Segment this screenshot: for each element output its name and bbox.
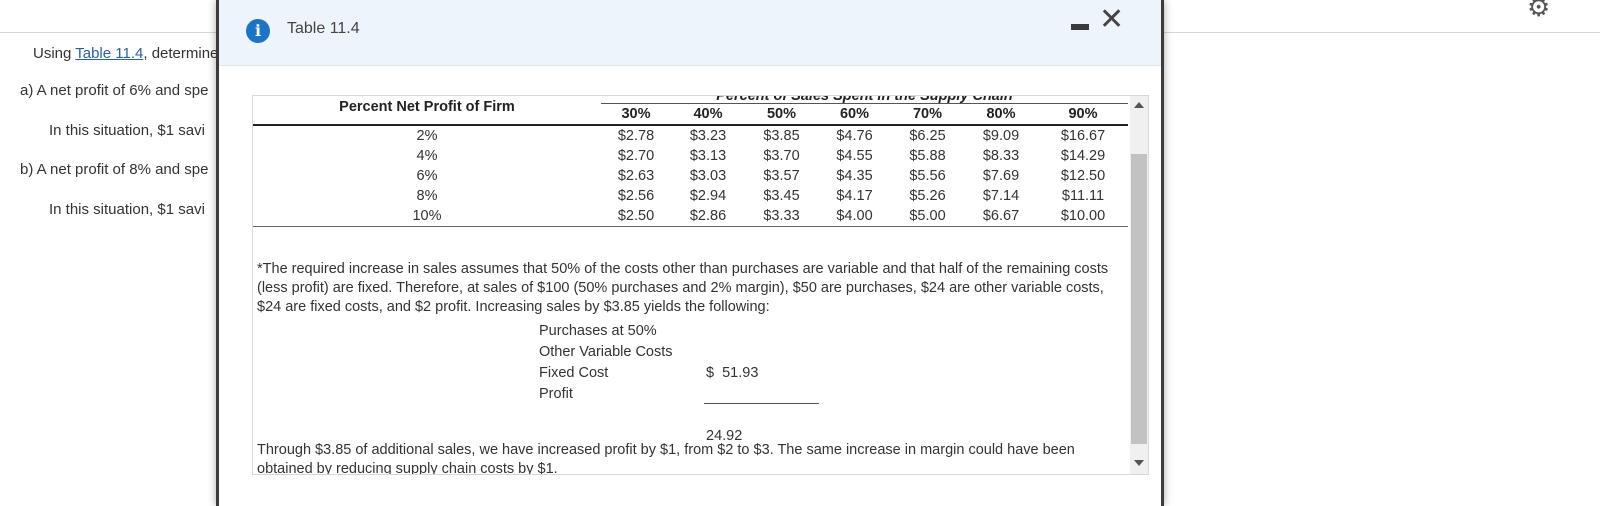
- cell: $5.88: [909, 148, 946, 164]
- row-label: 10%: [412, 208, 442, 224]
- cell: $3.03: [689, 168, 727, 184]
- modal-title: Table 11.4: [287, 20, 360, 37]
- question-part-b-answer: In this situation, $1 savi: [49, 201, 205, 218]
- closing-text: Through $3.85 of additional sales, we ha…: [257, 442, 1075, 475]
- cell: $6.25: [909, 128, 946, 144]
- row-header: Percent Net Profit of Firm: [253, 96, 601, 126]
- question-part-a-answer: In this situation, $1 savi: [49, 122, 205, 139]
- minimize-button[interactable]: [1071, 24, 1089, 30]
- calculation-values: $ 51.93 24.92 24.00 3.00 $103.85: [706, 321, 759, 474]
- calc-label: Other Variable Costs: [539, 344, 673, 360]
- row-label: 2%: [416, 128, 438, 144]
- row-label: 6%: [416, 168, 438, 184]
- cell: $2.78: [617, 128, 655, 144]
- question-intro-prefix: Using: [33, 45, 76, 62]
- column-header: 70%: [912, 106, 943, 122]
- close-icon[interactable]: ✕: [1099, 2, 1125, 37]
- cell: $4.76: [836, 128, 873, 144]
- cell: $3.45: [763, 188, 800, 204]
- vertical-scrollbar[interactable]: [1130, 95, 1149, 475]
- question-part-a: a) A net profit of 6% and spe: [20, 82, 209, 99]
- column-header: 40%: [693, 106, 723, 122]
- cell: $3.13: [689, 148, 727, 164]
- cell: $9.09: [982, 128, 1020, 144]
- scroll-thumb[interactable]: [1131, 154, 1147, 444]
- table-footnote: *The required increase in sales assumes …: [257, 261, 1109, 315]
- table-row: 8% $2.56 $2.94 $3.45 $4.17 $5.26 $7.14 $…: [253, 186, 1128, 206]
- cell: $14.29: [1060, 148, 1106, 164]
- calc-label: Profit: [539, 386, 573, 402]
- cell: $3.57: [763, 168, 800, 184]
- cell: $2.94: [689, 188, 727, 204]
- supply-chain-table: Percent Net Profit of Firm Percent of Sa…: [253, 96, 1128, 227]
- calc-value: 24.92: [706, 428, 743, 444]
- table-row: 6% $2.63 $3.03 $3.57 $4.35 $5.56 $7.69 $…: [253, 166, 1128, 186]
- column-header: 80%: [986, 106, 1016, 122]
- modal-header: i Table 11.4 ✕: [219, 0, 1161, 66]
- table-row: 4% $2.70 $3.13 $3.70 $4.55 $5.88 $8.33 $…: [253, 146, 1128, 166]
- cell: $5.00: [909, 208, 946, 224]
- gear-icon[interactable]: ⚙: [1527, 0, 1549, 18]
- cell: $10.00: [1060, 208, 1106, 224]
- column-header: 90%: [1068, 106, 1098, 122]
- column-group-header: Percent of Sales Spent in the Supply Cha…: [601, 96, 1128, 104]
- column-header: 50%: [766, 106, 797, 122]
- table-link[interactable]: Table 11.4: [75, 45, 144, 62]
- cell: $2.70: [617, 148, 655, 164]
- cell: $4.55: [836, 148, 873, 164]
- cell: $12.50: [1060, 168, 1106, 184]
- sum-divider: [704, 403, 819, 404]
- cell: $2.63: [617, 168, 655, 184]
- table-modal: i Table 11.4 ✕ Percent Net Profit of Fir…: [216, 0, 1164, 506]
- cell: $3.70: [763, 148, 800, 164]
- question-intro-suffix: , determine: [143, 45, 219, 62]
- cell: $3.33: [763, 208, 800, 224]
- cell: $6.67: [982, 208, 1020, 224]
- question-part-b: b) A net profit of 8% and spe: [20, 161, 209, 178]
- row-label: 8%: [416, 188, 438, 204]
- table-row: 2% $2.78 $3.23 $3.85 $4.76 $6.25 $9.09 $…: [253, 125, 1128, 146]
- column-header: 60%: [839, 106, 870, 122]
- scroll-pane[interactable]: Percent Net Profit of Firm Percent of Sa…: [252, 95, 1131, 475]
- cell: $7.69: [982, 168, 1020, 184]
- cell: $2.50: [617, 208, 655, 224]
- cell: $11.11: [1061, 188, 1105, 204]
- cell: $2.86: [689, 208, 727, 224]
- row-label: 4%: [416, 148, 438, 164]
- table-row: 10% $2.50 $2.86 $3.33 $4.00 $5.00 $6.67 …: [253, 206, 1128, 227]
- cell: $7.14: [982, 188, 1020, 204]
- scroll-down-arrow-icon[interactable]: [1134, 460, 1144, 466]
- calc-value: $ 51.93: [706, 365, 759, 381]
- calc-label: Purchases at 50%: [539, 323, 657, 339]
- calculation-labels: Purchases at 50% Other Variable Costs Fi…: [539, 321, 673, 405]
- cell: $8.33: [982, 148, 1020, 164]
- scroll-up-arrow-icon[interactable]: [1134, 102, 1144, 108]
- cell: $4.17: [836, 188, 873, 204]
- cell: $5.56: [909, 168, 946, 184]
- cell: $4.35: [836, 168, 873, 184]
- cell: $5.26: [909, 188, 946, 204]
- column-header: 30%: [621, 106, 651, 122]
- info-icon: i: [246, 19, 270, 43]
- cell: $2.56: [617, 188, 655, 204]
- cell: $3.23: [689, 128, 727, 144]
- calc-label: Fixed Cost: [539, 365, 609, 381]
- cell: $16.67: [1060, 128, 1106, 144]
- cell: $4.00: [836, 208, 873, 224]
- question-intro: Using Table 11.4, determine: [33, 45, 218, 62]
- cell: $3.85: [763, 128, 800, 144]
